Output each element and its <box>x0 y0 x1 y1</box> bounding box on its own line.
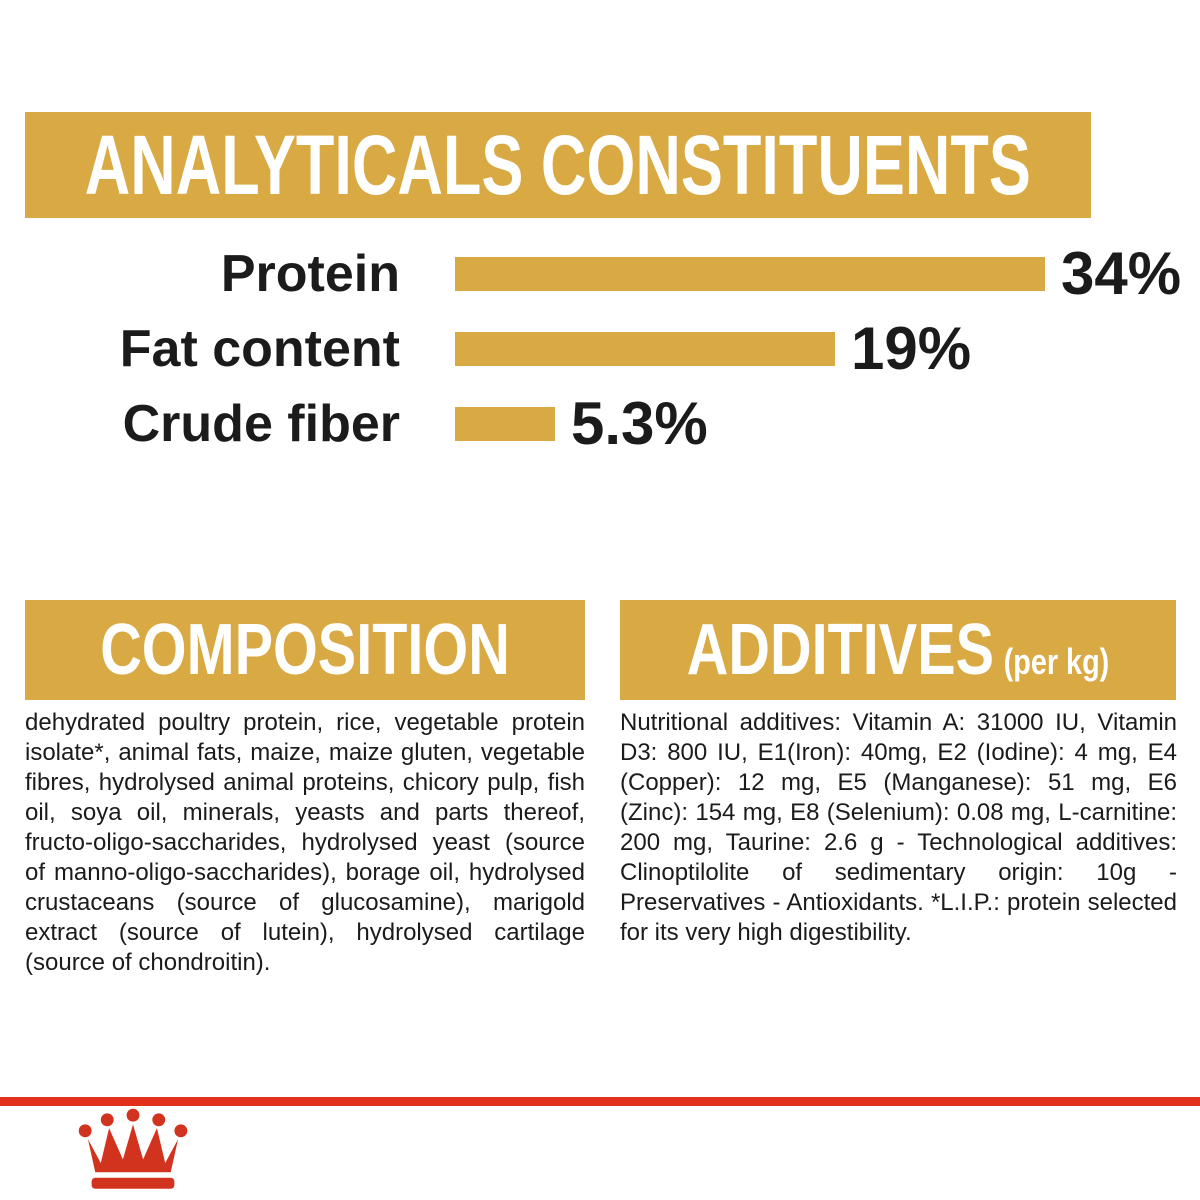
crown-icon <box>78 1108 188 1189</box>
crude-fiber-label: Crude fiber <box>122 394 400 453</box>
additives-per-kg-label: (per kg) <box>1003 641 1110 682</box>
composition-title: COMPOSITION <box>100 610 510 690</box>
protein-label: Protein <box>220 244 400 303</box>
chart-row-fat-content: Fat content 19% <box>0 311 1200 386</box>
fat-content-bar <box>455 331 835 366</box>
chart-row-protein: Protein 34% <box>0 236 1200 311</box>
royal-canin-logo <box>72 1106 194 1198</box>
additives-title-wrap: ADDITIVES (per kg) <box>687 609 1109 691</box>
fat-content-value: 19% <box>851 315 972 382</box>
composition-text: dehydrated poultry protein, rice, vegeta… <box>25 709 585 976</box>
additives-banner: ADDITIVES (per kg) <box>620 600 1176 700</box>
protein-bar <box>455 256 1045 291</box>
crude-fiber-bar <box>455 406 555 441</box>
additives-title: ADDITIVES <box>686 610 995 690</box>
crude-fiber-value: 5.3% <box>571 390 708 457</box>
protein-value: 34% <box>1061 240 1182 307</box>
footer-divider-line <box>0 1097 1200 1106</box>
chart-row-crude-fiber: Crude fiber 5.3% <box>0 386 1200 461</box>
analyticals-title: ANALYTICALS CONSTITUENTS <box>84 117 1032 212</box>
additives-text: Nutritional additives: Vitamin A: 31000 … <box>620 709 1177 946</box>
fat-content-label: Fat content <box>119 319 400 378</box>
analyticals-chart: Protein 34% Fat content 19% Crude fiber … <box>0 236 1200 461</box>
composition-banner: COMPOSITION <box>25 600 585 700</box>
analyticals-banner: ANALYTICALS CONSTITUENTS <box>25 112 1091 218</box>
